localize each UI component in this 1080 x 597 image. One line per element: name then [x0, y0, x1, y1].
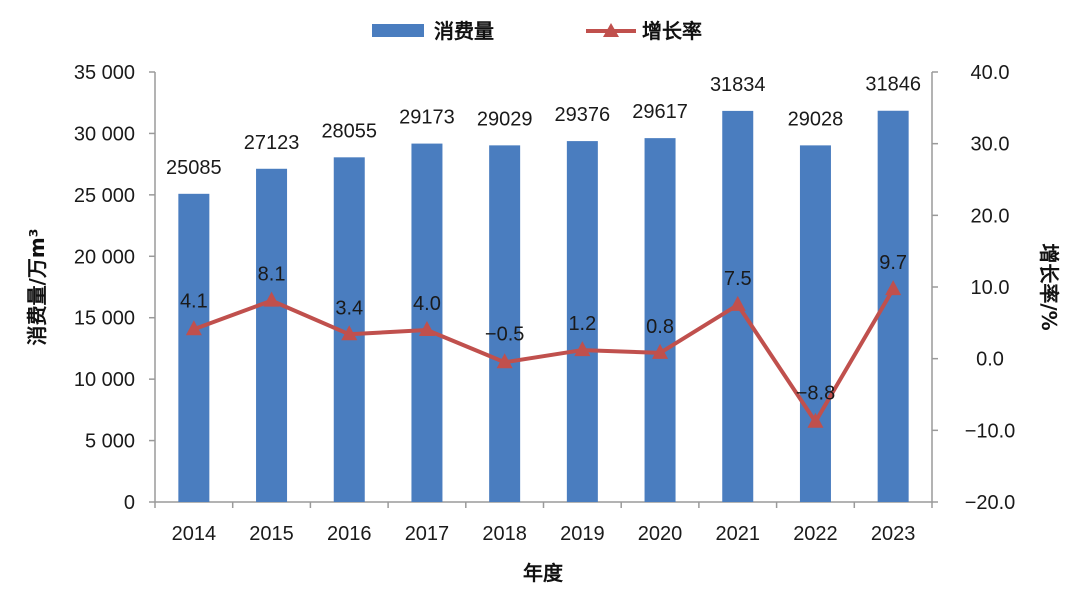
growth-marker [418, 321, 435, 336]
bar-consumption [489, 145, 521, 502]
x-tick-label: 2019 [560, 523, 605, 545]
legend-label-growth: 增长率 [642, 19, 702, 43]
growth-data-label: 4.0 [413, 293, 441, 315]
x-tick-label: 2022 [793, 523, 838, 545]
y2-tick-label: −20.0 [965, 492, 1016, 514]
bar-data-label: 29028 [788, 108, 844, 130]
y-tick-label: 15 000 [74, 308, 135, 330]
x-tick-label: 2014 [172, 523, 217, 545]
legend-swatch-consumption [372, 24, 424, 37]
bar-consumption [178, 193, 210, 502]
growth-data-label: −8.8 [796, 383, 835, 405]
y2-tick-label: 40.0 [971, 62, 1010, 84]
y2-axis-title: 增长率/% [1037, 243, 1061, 330]
left-ticks: 0 5 000 10 000 15 000 20 000 25 000 30 000 35 0… [74, 62, 155, 514]
y-tick-label: 25 000 [74, 185, 135, 207]
bar-consumption [566, 141, 598, 503]
growth-data-label: 3.4 [335, 297, 363, 319]
growth-line-layer: 4.1 8.1 3.4 4.0 −0.5 1.2 0.8 7.5 −8.8 9.7 [180, 252, 907, 428]
growth-data-label: 8.1 [258, 264, 286, 286]
growth-marker [341, 325, 358, 341]
x-tick-label: 2023 [871, 523, 916, 545]
right-ticks: −20.0 −10.0 0.0 10.0 20.0 30.0 40.0 [932, 62, 1015, 514]
growth-marker [263, 291, 280, 307]
legend: 消费量 增长率 [372, 19, 702, 43]
growth-marker [807, 412, 824, 428]
y-tick-label: 30 000 [74, 123, 135, 145]
bar-data-label: 31834 [710, 74, 766, 96]
growth-data-label: 9.7 [879, 252, 907, 274]
x-tick-label: 2021 [716, 523, 761, 545]
x-axis-title: 年度 [523, 561, 564, 585]
growth-marker [496, 353, 513, 369]
growth-marker [729, 295, 746, 311]
growth-data-label: −0.5 [485, 323, 524, 345]
y-tick-label: 20 000 [74, 246, 135, 268]
x-ticks: 2014 2015 2016 2017 2018 2019 2020 2021 2022 2023 [154, 502, 933, 545]
growth-line [193, 288, 895, 424]
bar-data-label: 29029 [477, 108, 533, 130]
bar-consumption [799, 145, 831, 502]
bar-data-label: 27123 [244, 132, 300, 154]
x-tick-label: 2016 [327, 523, 372, 545]
growth-marker [185, 320, 202, 336]
y2-tick-label: 0.0 [976, 349, 1004, 371]
x-tick-label: 2020 [638, 523, 683, 545]
bar-data-label: 31846 [865, 74, 921, 96]
y-tick-label: 10 000 [74, 369, 135, 391]
y2-tick-label: 20.0 [971, 205, 1010, 227]
y-tick-label: 35 000 [74, 62, 135, 84]
growth-data-label: 0.8 [646, 316, 674, 338]
x-tick-label: 2017 [405, 523, 450, 545]
growth-data-label: 7.5 [724, 268, 752, 290]
bar-data-label: 29173 [399, 107, 455, 129]
legend-swatch-growth-marker [603, 23, 619, 37]
bar-consumption [644, 138, 676, 502]
y-tick-label: 0 [124, 492, 135, 514]
growth-marker [652, 343, 669, 359]
bar-data-label: 29376 [555, 104, 611, 126]
x-tick-label: 2015 [249, 523, 294, 545]
bar-labels: 25085 27123 28055 29173 29029 29376 29617 31834… [166, 74, 921, 179]
bar-data-label: 25085 [166, 157, 222, 179]
y2-tick-label: −10.0 [965, 420, 1016, 442]
y-axis-title: 消费量/万m³ [25, 229, 49, 346]
bar-data-label: 29617 [632, 101, 688, 123]
y-tick-label: 5 000 [85, 431, 135, 453]
growth-marker [574, 341, 591, 357]
growth-marker [885, 280, 902, 296]
legend-label-consumption: 消费量 [434, 19, 494, 43]
y2-tick-label: 30.0 [971, 134, 1010, 156]
growth-data-label: 4.1 [180, 290, 208, 312]
x-tick-label: 2018 [482, 523, 527, 545]
bar-consumption [256, 168, 288, 502]
growth-data-label: 1.2 [568, 313, 596, 335]
y2-tick-label: 10.0 [971, 277, 1010, 299]
bar-data-label: 28055 [321, 120, 377, 142]
